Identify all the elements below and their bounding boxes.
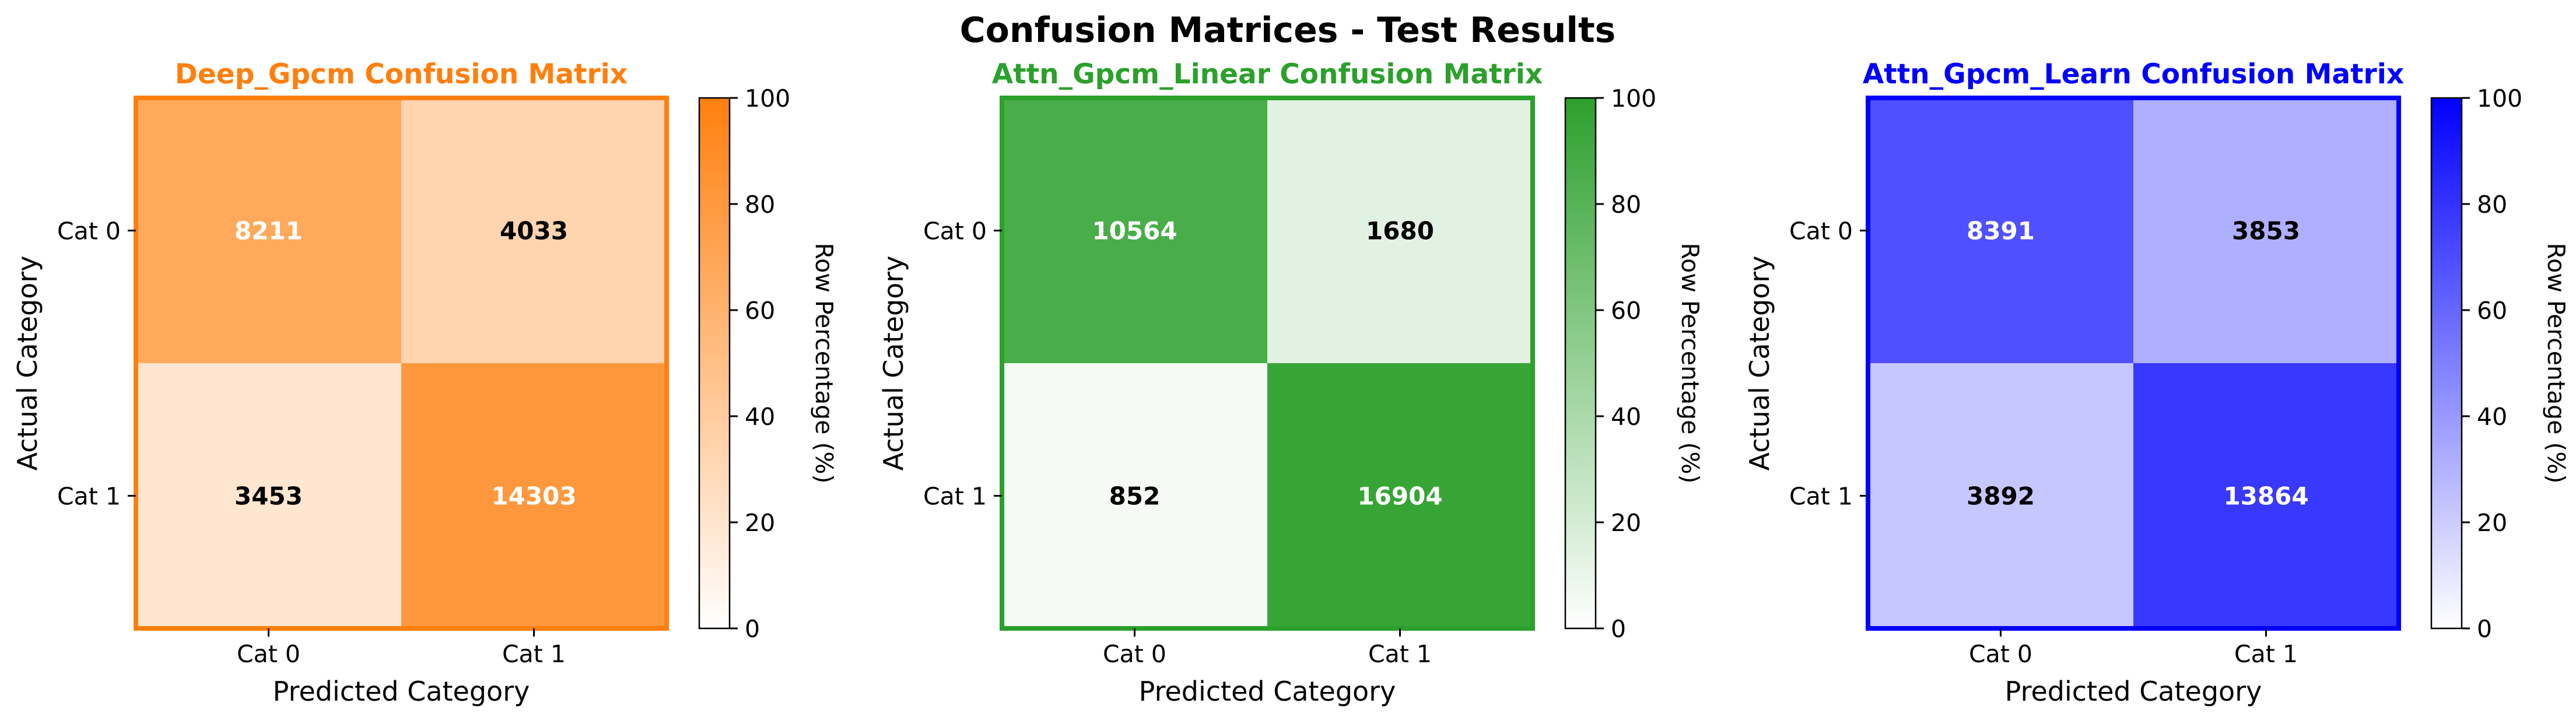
colorbar-tick-label: 80	[2477, 191, 2507, 219]
colorbar-tick-label: 60	[1611, 297, 1641, 325]
colorbar-label: Row Percentage (%)	[810, 243, 838, 484]
colorbar-label: Row Percentage (%)	[1676, 243, 1704, 484]
heatmap-cell	[1267, 363, 1533, 628]
colorbar-tick-label: 40	[745, 403, 775, 431]
colorbar	[1564, 97, 1597, 630]
y-tick-label: Cat 1	[923, 483, 987, 511]
colorbar-tick-label: 20	[745, 509, 775, 537]
heatmap-cell	[1002, 363, 1267, 628]
y-tick-label: Cat 0	[57, 217, 121, 245]
cell-value-label: 8211	[234, 217, 303, 245]
confusion-matrix-panel: Deep_Gpcm Confusion Matrix 8211 4033 3453 14…	[12, 58, 838, 707]
cell-value-label: 10564	[1092, 217, 1177, 245]
cell-value-label: 8391	[1967, 217, 2035, 245]
cell-value-label: 852	[1109, 482, 1161, 511]
x-tick-label: Cat 0	[1103, 640, 1166, 668]
colorbar-label: Row Percentage (%)	[2542, 243, 2570, 484]
colorbar-tick-label: 0	[2477, 615, 2492, 643]
confusion-matrix-panel: Attn_Gpcm_Learn Confusion Matrix 8391 3853…	[1744, 58, 2570, 707]
heatmap-cell	[401, 98, 667, 363]
colorbar-tick-label: 100	[745, 85, 790, 113]
panel-title: Attn_Gpcm_Linear Confusion Matrix	[992, 58, 1543, 90]
y-axis-label: Actual Category	[1744, 256, 1775, 471]
x-axis-label: Predicted Category	[2005, 676, 2262, 707]
heatmap-cell	[136, 363, 401, 628]
y-tick-label: Cat 0	[923, 217, 987, 245]
cell-value-label: 13864	[2223, 482, 2308, 511]
x-tick-label: Cat 1	[1368, 640, 1432, 668]
y-tick-label: Cat 1	[57, 483, 121, 511]
confusion-matrix-panel: Attn_Gpcm_Linear Confusion Matrix 10564 16…	[878, 58, 1704, 707]
colorbar-tick-label: 40	[2477, 403, 2507, 431]
x-tick-label: Cat 1	[2234, 640, 2298, 668]
y-tick-label: Cat 0	[1789, 217, 1853, 245]
colorbar-tick-label: 60	[745, 297, 775, 325]
x-tick-label: Cat 0	[1969, 640, 2032, 668]
x-tick-label: Cat 1	[502, 640, 566, 668]
heatmap-cell	[2133, 363, 2399, 628]
matrix-frame	[1000, 96, 1535, 631]
colorbar-tick-label: 100	[2477, 85, 2522, 113]
cell-value-label: 4033	[500, 217, 568, 245]
colorbar-tick-label: 80	[745, 191, 775, 219]
colorbar-tick-label: 20	[1611, 509, 1641, 537]
colorbar-tick-label: 80	[1611, 191, 1641, 219]
colorbar-tick-label: 0	[745, 615, 760, 643]
cell-value-label: 3853	[2232, 217, 2300, 245]
x-tick-label: Cat 0	[237, 640, 300, 668]
heatmap-cell	[1868, 363, 2133, 628]
heatmap-cell	[2133, 98, 2399, 363]
y-axis-label: Actual Category	[878, 256, 909, 471]
colorbar-tick-label: 0	[1611, 615, 1626, 643]
y-tick-label: Cat 1	[1789, 483, 1853, 511]
cell-value-label: 3453	[234, 482, 303, 511]
cell-value-label: 14303	[491, 482, 576, 511]
colorbar-tick-label: 60	[2477, 297, 2507, 325]
cell-value-label: 16904	[1357, 482, 1442, 511]
colorbar	[2430, 97, 2463, 630]
panel-title: Attn_Gpcm_Learn Confusion Matrix	[1863, 58, 2404, 90]
cell-value-label: 3892	[1967, 482, 2035, 511]
heatmap-cell	[401, 363, 667, 628]
x-axis-label: Predicted Category	[1139, 676, 1396, 707]
colorbar-tick-label: 100	[1611, 85, 1656, 113]
matrix-frame	[134, 96, 669, 631]
heatmap-cell	[1267, 98, 1533, 363]
heatmap-cell	[1002, 98, 1267, 363]
heatmap-cell	[1868, 98, 2133, 363]
y-axis-label: Actual Category	[12, 256, 43, 471]
colorbar-tick-label: 20	[2477, 509, 2507, 537]
colorbar	[698, 97, 731, 630]
heatmap-cell	[136, 98, 401, 363]
colorbar-tick-label: 40	[1611, 403, 1641, 431]
figure-title: Confusion Matrices - Test Results	[960, 10, 1616, 51]
matrix-frame	[1866, 96, 2401, 631]
x-axis-label: Predicted Category	[273, 676, 530, 707]
panel-title: Deep_Gpcm Confusion Matrix	[175, 58, 628, 90]
cell-value-label: 1680	[1366, 217, 1434, 245]
